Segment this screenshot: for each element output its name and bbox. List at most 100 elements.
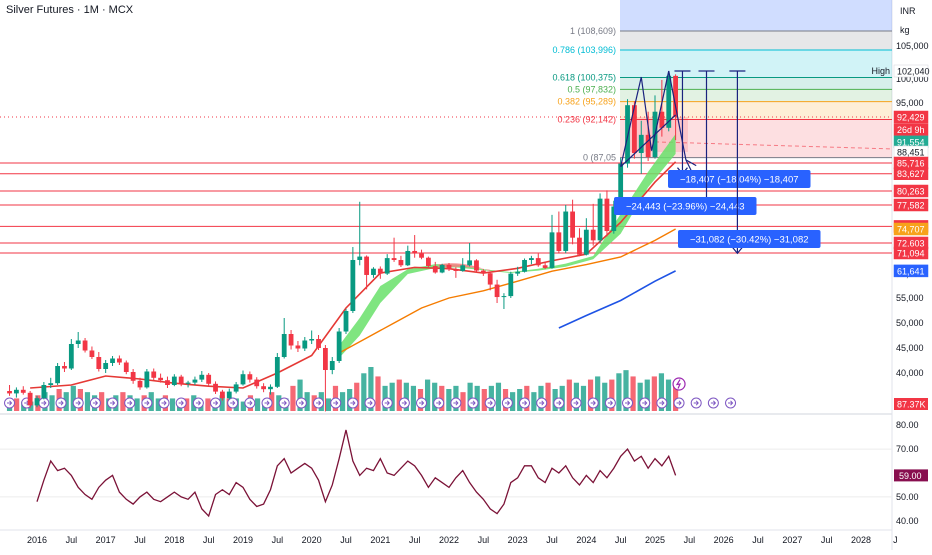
time-tick-label: Jul	[272, 535, 284, 545]
time-tick-label: 2025	[645, 535, 665, 545]
price-badge-box	[893, 184, 929, 198]
candle-body	[199, 374, 205, 380]
volume-bar	[389, 382, 395, 411]
candle-body	[206, 374, 212, 384]
candle-body	[659, 111, 665, 128]
candle-body	[226, 391, 232, 399]
fib-zone	[620, 50, 892, 78]
volume-bar	[169, 398, 176, 411]
volume-bar	[630, 376, 636, 411]
candle-body	[68, 344, 74, 369]
price-badge-value: 85,716	[897, 159, 925, 169]
volume-bar	[559, 385, 565, 411]
dividend-event-icon	[642, 400, 648, 406]
rsi-badge-box	[894, 469, 928, 482]
candle-body	[364, 256, 369, 275]
fib-level-label: 0.382 (95,289)	[557, 97, 616, 107]
dividend-event-icon	[522, 400, 528, 406]
volume-bar	[134, 398, 140, 411]
candle-body	[398, 259, 404, 266]
candle-body	[281, 334, 287, 357]
volume-bar	[361, 373, 367, 411]
volume-bar	[304, 392, 310, 411]
price-tick-label: 95,000	[896, 98, 924, 108]
price-badge-value: 91,554	[897, 137, 925, 147]
dividend-event-icon	[350, 400, 356, 406]
rsi-tick-label: 70.00	[896, 444, 919, 454]
ma-line-orange	[338, 228, 676, 354]
candle-body	[563, 211, 569, 251]
volume-bar	[481, 389, 487, 411]
price-badge: 77,582	[893, 198, 929, 212]
candle-body	[405, 250, 411, 266]
candle-body	[426, 257, 431, 267]
candle-body	[535, 258, 541, 266]
candle-body	[41, 385, 47, 399]
dividend-event-icon	[333, 400, 339, 406]
volume-bar	[587, 379, 594, 411]
measure-arrow	[731, 246, 743, 255]
dividend-event-icon	[110, 400, 116, 406]
fib-level-label: 0 (87,05	[583, 153, 616, 163]
time-tick-label: 2028	[851, 535, 871, 545]
candle-body	[268, 386, 273, 390]
price-badge-value: 71,094	[897, 249, 925, 259]
candle-body	[508, 273, 514, 297]
price-tick-label: 55,000	[896, 293, 924, 303]
dividend-event-icon	[247, 400, 253, 406]
volume-bar	[432, 382, 438, 411]
dividend-event-icon	[384, 400, 390, 406]
dividend-event-icon	[453, 400, 459, 406]
candle-body	[295, 345, 301, 349]
candle-body	[618, 163, 624, 207]
candle-body	[233, 384, 239, 392]
dividend-event-icon	[539, 400, 545, 406]
time-tick-label: 2021	[370, 535, 390, 545]
time-tick-label: Jul	[340, 535, 352, 545]
candle-body	[62, 366, 67, 369]
volume-bar	[290, 385, 296, 411]
volume-bar	[403, 382, 409, 411]
dividend-event-icon	[264, 400, 270, 406]
price-badge-value: 80,263	[897, 187, 925, 197]
candle-body	[192, 379, 198, 383]
candle-body	[522, 259, 527, 272]
candle-body	[460, 265, 466, 271]
volume-bar	[467, 382, 473, 411]
measure-label-text: −31,082 (−30.42%) −31,082	[690, 235, 809, 246]
price-badge-box	[893, 64, 929, 78]
time-tick-label: 2026	[714, 535, 734, 545]
price-badge-value: 72,603	[897, 238, 925, 248]
candle-body	[14, 389, 19, 394]
price-badge-box	[893, 264, 929, 278]
price-badge: 83,627	[893, 167, 929, 180]
fib-zone	[620, 101, 892, 120]
candle-body	[480, 270, 486, 274]
volume-bar	[651, 376, 657, 411]
time-tick-label: Jul	[66, 535, 78, 545]
price-tick-label: 40,000	[896, 368, 924, 378]
rsi-tick-label: 50.00	[896, 492, 919, 502]
volume-bar	[566, 379, 572, 411]
price-badge: High 102,040	[871, 64, 930, 78]
candle-body	[350, 259, 356, 311]
candle-body	[27, 392, 33, 406]
time-tick-label: Jul	[546, 535, 558, 545]
time-tick-label: Jul	[684, 535, 696, 545]
time-tick-label: Jul	[478, 535, 490, 545]
candle-body	[467, 260, 472, 266]
dividend-event-icon	[487, 400, 493, 406]
dividend-event-icon	[728, 400, 734, 406]
candle-body	[158, 377, 163, 381]
dividend-event-icon	[144, 400, 150, 406]
measure-label-box	[678, 230, 821, 248]
dividend-event-icon	[556, 400, 562, 406]
price-badge-box	[893, 123, 929, 136]
dividend-event-icon	[41, 400, 47, 406]
volume-bar	[297, 379, 303, 411]
volume-bar	[254, 398, 261, 411]
fib-zone	[620, 77, 892, 90]
time-tick-label: Jul	[615, 535, 627, 545]
rsi-tick-label: 80.00	[896, 420, 919, 430]
